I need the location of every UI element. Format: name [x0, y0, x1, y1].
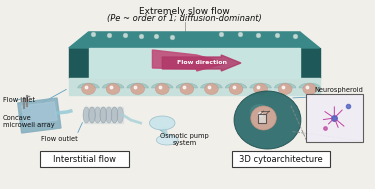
Text: Flow outlet: Flow outlet [40, 136, 77, 142]
Polygon shape [201, 83, 222, 88]
Polygon shape [225, 83, 247, 88]
Ellipse shape [234, 91, 301, 149]
Polygon shape [152, 50, 226, 71]
FancyBboxPatch shape [258, 114, 267, 123]
Polygon shape [69, 32, 320, 48]
Polygon shape [69, 78, 320, 95]
Ellipse shape [278, 84, 292, 94]
Ellipse shape [204, 84, 218, 94]
Polygon shape [152, 83, 173, 88]
Ellipse shape [150, 116, 175, 130]
Polygon shape [127, 83, 148, 88]
Ellipse shape [106, 84, 120, 94]
Polygon shape [69, 48, 88, 78]
Polygon shape [299, 83, 321, 88]
Text: Flow direction: Flow direction [177, 60, 226, 66]
Ellipse shape [251, 106, 276, 130]
Ellipse shape [254, 84, 267, 94]
FancyBboxPatch shape [306, 94, 363, 142]
Ellipse shape [303, 84, 316, 94]
Text: 3D cytoarchitecture: 3D cytoarchitecture [239, 154, 323, 163]
Polygon shape [300, 48, 320, 78]
Polygon shape [176, 83, 198, 88]
Text: Extremely slow flow: Extremely slow flow [140, 7, 230, 16]
Ellipse shape [117, 107, 123, 123]
Text: Flow inlet: Flow inlet [3, 97, 35, 103]
FancyBboxPatch shape [232, 151, 330, 167]
Text: Neurospheroid: Neurospheroid [315, 87, 363, 93]
Text: Interstitial flow: Interstitial flow [53, 154, 116, 163]
Text: Concave
microwell array: Concave microwell array [3, 115, 55, 129]
Polygon shape [88, 32, 300, 48]
Polygon shape [162, 55, 241, 71]
Ellipse shape [82, 84, 95, 94]
Polygon shape [18, 98, 61, 133]
Ellipse shape [155, 84, 169, 94]
Polygon shape [84, 107, 123, 123]
Ellipse shape [106, 107, 112, 123]
Text: Osmotic pump
system: Osmotic pump system [160, 133, 209, 146]
Polygon shape [78, 83, 99, 88]
FancyBboxPatch shape [40, 151, 129, 167]
Polygon shape [102, 83, 124, 88]
Text: (Pe ~ order of 1; diffusion-dominant): (Pe ~ order of 1; diffusion-dominant) [108, 14, 262, 23]
Ellipse shape [94, 107, 101, 123]
Ellipse shape [229, 84, 243, 94]
Ellipse shape [83, 107, 90, 123]
Ellipse shape [156, 135, 178, 145]
Ellipse shape [131, 84, 144, 94]
Ellipse shape [180, 84, 194, 94]
Ellipse shape [250, 104, 269, 120]
Ellipse shape [100, 107, 106, 123]
Ellipse shape [111, 107, 118, 123]
Polygon shape [274, 83, 296, 88]
Polygon shape [22, 102, 57, 124]
Polygon shape [88, 48, 300, 78]
Polygon shape [250, 83, 272, 88]
Ellipse shape [89, 107, 95, 123]
